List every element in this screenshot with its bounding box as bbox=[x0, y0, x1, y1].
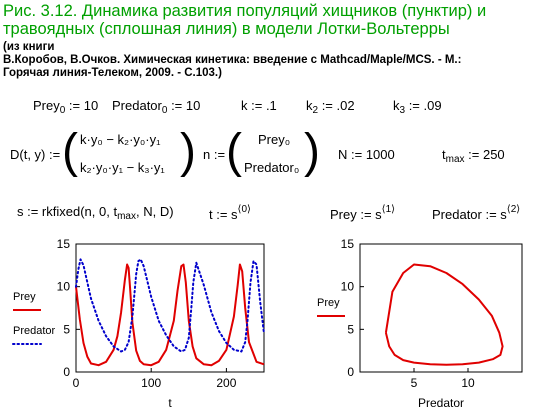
y-tick-label: 5 bbox=[347, 322, 354, 336]
y-tick-label: 0 bbox=[63, 365, 70, 379]
k2-value: := .02 bbox=[321, 98, 355, 113]
n-lhs: n := bbox=[203, 147, 226, 162]
y-tick-label: 15 bbox=[341, 237, 355, 251]
k3-subscript: 3 bbox=[399, 105, 406, 116]
x-axis-label: Predator bbox=[418, 396, 464, 410]
prey0-value: := 10 bbox=[68, 98, 99, 113]
chart-1: 0 5 10 15 0 100 200 t Prey Predator bbox=[12, 237, 265, 410]
series-prey-line bbox=[384, 263, 504, 366]
prey0-definition: Prey0 := 10 bbox=[33, 98, 98, 116]
rkfixed-tmax-subscript: max bbox=[117, 211, 136, 222]
k3-definition: k3 := .09 bbox=[393, 98, 442, 116]
chart-2: 0 5 10 15 5 10 Predator Prey bbox=[317, 237, 523, 410]
tmax-subscript: max bbox=[445, 154, 465, 165]
legend-label-prey: Prey bbox=[317, 297, 340, 309]
prey-column-assignment: Prey := s⟨1⟩ bbox=[330, 204, 395, 222]
book-reference-line2: В.Коробов, В.Очков. Химическая кинетика:… bbox=[3, 54, 462, 66]
book-reference-line3: Горячая линия-Телеком, 2009. - С.103.) bbox=[3, 67, 222, 79]
t-column-index: ⟨0⟩ bbox=[237, 204, 251, 215]
prey0-name: Prey bbox=[33, 98, 60, 113]
predator-column-index: ⟨2⟩ bbox=[506, 204, 521, 215]
k-value: := .1 bbox=[251, 98, 277, 113]
k2-definition: k2 := .02 bbox=[306, 98, 355, 116]
figure-title-line1: Рис. 3.12. Динамика развития популяций х… bbox=[3, 2, 487, 20]
predator0-subscript: 0 bbox=[161, 105, 168, 116]
matrix-row2: k₂·y₀·y₁ − k₃·y₁ bbox=[80, 160, 165, 175]
y-tick-label: 15 bbox=[57, 237, 71, 251]
figure-title-line2: травоядных (сплошная линия) в модели Лот… bbox=[3, 20, 450, 38]
x-tick-label: 0 bbox=[73, 376, 80, 390]
matrix-left-paren: ( bbox=[62, 125, 78, 178]
k3-value: := .09 bbox=[408, 98, 442, 113]
k-name: k bbox=[241, 98, 248, 113]
predator0-name: Predator bbox=[112, 98, 162, 113]
rkfixed-suffix: , N, D) bbox=[135, 204, 174, 219]
x-tick-label: 100 bbox=[141, 376, 161, 390]
predator-assignment: Predator := s bbox=[432, 207, 507, 222]
y-tick-label: 0 bbox=[347, 365, 354, 379]
y-tick-label: 5 bbox=[63, 322, 70, 336]
tmax-value: := 250 bbox=[468, 147, 505, 162]
system-lhs: D(t, y) := bbox=[10, 147, 61, 162]
prey0-subscript: 0 bbox=[59, 105, 66, 116]
x-axis-label: t bbox=[168, 396, 172, 410]
x-tick-label: 10 bbox=[461, 376, 475, 390]
series-predator-line bbox=[75, 258, 265, 353]
k-definition: k := .1 bbox=[241, 98, 277, 113]
x-tick-label: 200 bbox=[216, 376, 236, 390]
x-tick-label: 5 bbox=[411, 376, 418, 390]
legend-label-prey: Prey bbox=[13, 291, 36, 303]
plot-frame bbox=[359, 243, 523, 373]
predator0-definition: Predator0 := 10 bbox=[112, 98, 200, 116]
y-tick-label: 10 bbox=[341, 280, 355, 294]
n-steps-definition: N := 1000 bbox=[338, 147, 395, 162]
k3-name: k bbox=[393, 98, 400, 113]
legend-label-predator: Predator bbox=[13, 325, 56, 337]
vector-right-paren: ) bbox=[304, 125, 320, 178]
predator-column-assignment: Predator := s⟨2⟩ bbox=[432, 204, 520, 222]
plot-frame bbox=[75, 243, 265, 373]
prey-column-index: ⟨1⟩ bbox=[381, 204, 396, 215]
k2-subscript: 2 bbox=[312, 105, 319, 116]
y-tick-label: 10 bbox=[57, 280, 71, 294]
book-reference-line1: (из книги bbox=[3, 41, 55, 53]
vector-row1: Prey₀ bbox=[258, 132, 291, 147]
series-prey-line bbox=[75, 263, 265, 367]
rkfixed-call: s := rkfixed(n, 0, tmax, N, D) bbox=[17, 204, 174, 222]
t-column-assignment: t := s⟨0⟩ bbox=[209, 204, 251, 222]
matrix-right-paren: ) bbox=[180, 125, 196, 178]
tmax-definition: tmax := 250 bbox=[442, 147, 505, 165]
rkfixed-prefix: s := rkfixed(n, 0, t bbox=[17, 204, 118, 219]
k2-name: k bbox=[306, 98, 313, 113]
matrix-row1: k·y₀ − k₂·y₀·y₁ bbox=[80, 132, 161, 147]
t-assignment: t := s bbox=[209, 207, 238, 222]
predator0-value: := 10 bbox=[171, 98, 201, 113]
vector-left-paren: ( bbox=[226, 125, 242, 178]
tmax-name: t bbox=[442, 147, 446, 162]
vector-row2: Predator₀ bbox=[244, 160, 300, 175]
prey-assignment: Prey := s bbox=[330, 207, 382, 222]
